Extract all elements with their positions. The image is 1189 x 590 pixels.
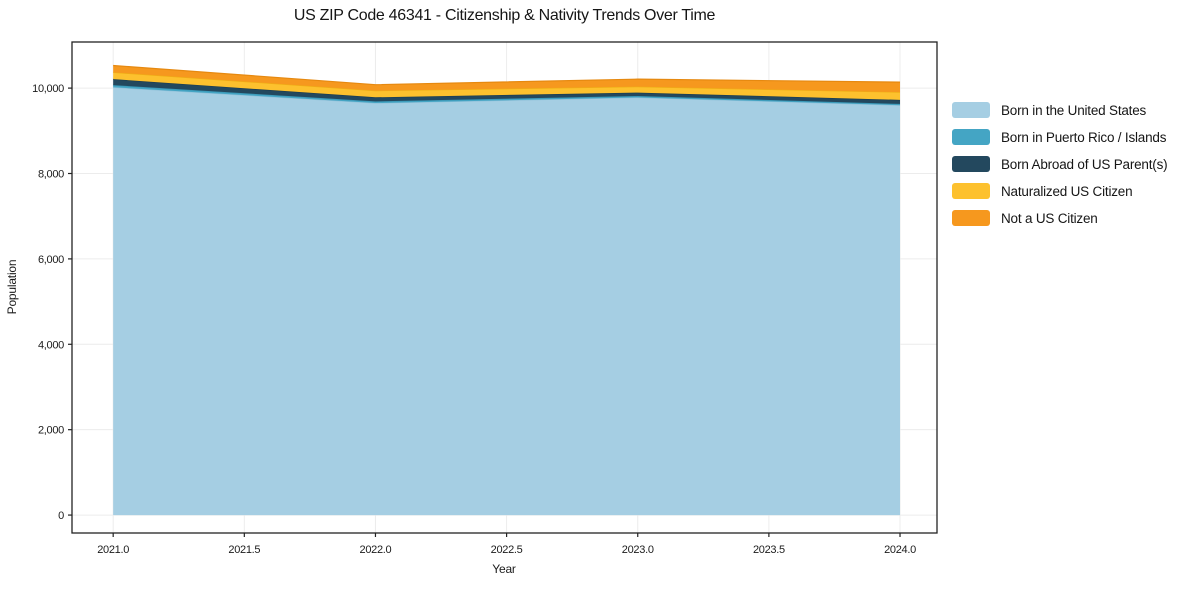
x-tick-label: 2021.0 bbox=[97, 544, 129, 556]
plot-frame bbox=[71, 41, 938, 534]
legend-label: Born in Puerto Rico / Islands bbox=[1001, 129, 1167, 145]
chart-title: US ZIP Code 46341 - Citizenship & Nativi… bbox=[293, 7, 716, 24]
y-tick-label: 8,000 bbox=[38, 169, 64, 181]
area-band bbox=[113, 79, 901, 104]
x-tick-label: 2021.5 bbox=[228, 544, 260, 556]
y-tick-label: 2,000 bbox=[38, 425, 64, 437]
x-axis-label: Year bbox=[492, 562, 516, 576]
legend: Born in the United States Born in Puerto… bbox=[952, 102, 1168, 226]
legend-swatch-born-in-us-icon bbox=[952, 102, 990, 118]
y-tick-label: 0 bbox=[58, 510, 64, 522]
axis-ticks bbox=[68, 87, 901, 537]
x-tick-label: 2022.0 bbox=[360, 544, 392, 556]
area-band bbox=[113, 72, 901, 100]
legend-item: Born Abroad of US Parent(s) bbox=[952, 156, 1168, 172]
legend-label: Naturalized US Citizen bbox=[1001, 183, 1133, 199]
legend-swatch-naturalized-icon bbox=[952, 183, 990, 199]
legend-label: Born Abroad of US Parent(s) bbox=[1001, 156, 1168, 172]
y-tick-label: 4,000 bbox=[38, 339, 64, 351]
area-band-edge bbox=[113, 64, 901, 86]
legend-swatch-born-abroad-icon bbox=[952, 156, 990, 172]
y-axis-label: Population bbox=[5, 260, 19, 315]
legend-swatch-born-puerto-rico-icon bbox=[952, 129, 990, 145]
area-band bbox=[113, 65, 901, 93]
area-band-edge bbox=[113, 86, 901, 106]
area-series-layer bbox=[113, 64, 901, 516]
legend-label: Not a US Citizen bbox=[1001, 210, 1098, 226]
y-tick-label: 10,000 bbox=[32, 83, 64, 95]
legend-item: Not a US Citizen bbox=[952, 210, 1167, 226]
legend-swatch-not-citizen-icon bbox=[952, 210, 990, 226]
x-tick-label: 2022.5 bbox=[491, 544, 523, 556]
area-band-edge bbox=[113, 84, 901, 105]
legend-item: Born in the United States bbox=[952, 102, 1167, 118]
x-tick-label: 2024.0 bbox=[884, 544, 916, 556]
legend-item: Born in Puerto Rico / Islands bbox=[952, 129, 1167, 145]
x-tick-label: 2023.0 bbox=[622, 544, 654, 556]
legend-item: Naturalized US Citizen bbox=[952, 183, 1167, 199]
legend-label: Born in the United States bbox=[1001, 102, 1147, 118]
area-band bbox=[113, 87, 901, 516]
x-tick-label: 2023.5 bbox=[753, 544, 785, 556]
axis-tick-labels: 0 2,000 4,000 6,000 8,000 10,000 2021.0 2021.5 2… bbox=[32, 83, 916, 556]
y-tick-label: 6,000 bbox=[38, 254, 64, 266]
